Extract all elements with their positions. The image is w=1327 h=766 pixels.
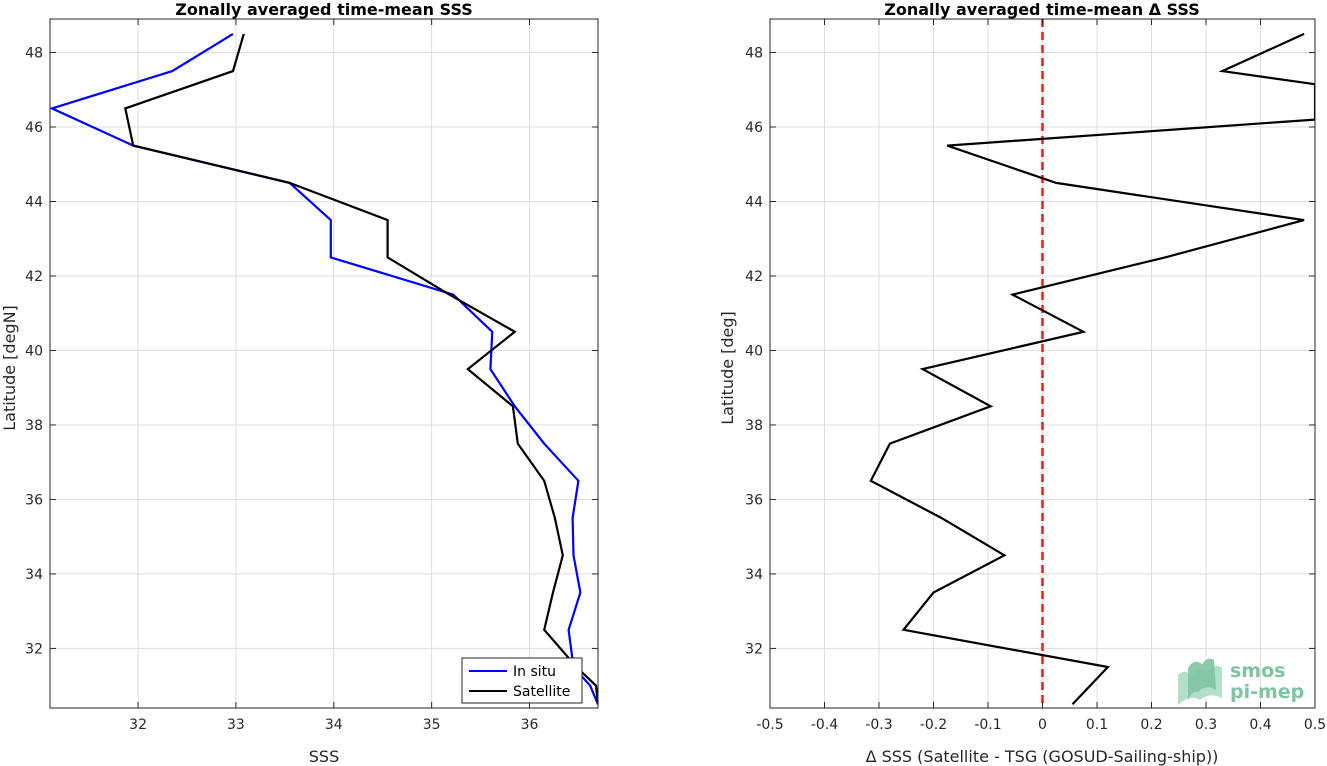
x-tick-label: 0 — [1038, 717, 1047, 733]
x-tick-label: 0.5 — [1304, 717, 1326, 733]
y-tick-label: 36 — [745, 492, 763, 508]
left-series-lines — [50, 32, 598, 705]
y-tick-label: 34 — [25, 567, 43, 583]
right-x-axis-label: Δ SSS (Satellite - TSG (GOSUD-Sailing-sh… — [866, 747, 1219, 766]
right-title: Zonally averaged time-mean Δ SSS — [884, 0, 1200, 19]
smos-pimep-logo: smos pi-mep — [1178, 658, 1304, 705]
y-tick-label: 40 — [745, 343, 763, 359]
right-grid — [769, 19, 1316, 708]
legend-label-in-situ: In situ — [513, 664, 556, 680]
x-tick-label: 0.2 — [1140, 717, 1162, 733]
sss-panel: 32 33 34 35 36 32 34 36 38 40 42 44 46 48 Zonally ave… — [0, 0, 599, 766]
y-tick-label: 34 — [745, 567, 763, 583]
x-tick-label: -0.5 — [756, 717, 783, 733]
logo-text-smos: smos — [1230, 660, 1285, 682]
right-ticks: -0.5 -0.4 -0.3 -0.2 -0.1 0 0.1 0.2 0.3 0.4 0.5 32 34… — [745, 19, 1326, 733]
series-line-satellite — [124, 33, 598, 705]
legend-label-satellite: Satellite — [513, 684, 570, 700]
x-tick-label: -0.2 — [920, 717, 947, 733]
delta-sss-panel: -0.5 -0.4 -0.3 -0.2 -0.1 0 0.1 0.2 0.3 0.4 0.5 32 34… — [718, 0, 1326, 766]
left-axes-box — [49, 18, 599, 709]
y-tick-label: 46 — [745, 120, 763, 136]
left-grid — [50, 19, 598, 708]
x-tick-label: 0.1 — [1086, 717, 1108, 733]
y-tick-label: 32 — [745, 641, 763, 657]
left-x-axis-label: SSS — [309, 747, 339, 766]
y-tick-label: 40 — [25, 343, 43, 359]
left-ticks: 32 33 34 35 36 32 34 36 38 40 42 44 46 48 — [25, 19, 598, 733]
series-line-in-situ — [50, 32, 598, 705]
y-tick-label: 48 — [745, 46, 763, 62]
y-tick-label: 44 — [745, 194, 763, 210]
logo-text-pimep: pi-mep — [1230, 681, 1304, 703]
series-line-delta-sss — [869, 32, 1315, 706]
right-y-axis-label: Latitude [deg] — [718, 311, 737, 425]
legend-box — [461, 657, 583, 704]
y-tick-label: 42 — [745, 269, 763, 285]
x-tick-label: 34 — [325, 717, 343, 733]
x-tick-label: -0.4 — [811, 717, 838, 733]
x-tick-label: 0.4 — [1249, 717, 1271, 733]
y-tick-label: 36 — [25, 492, 43, 508]
x-tick-label: -0.1 — [974, 717, 1001, 733]
y-tick-label: 32 — [25, 641, 43, 657]
x-tick-label: 0.3 — [1195, 717, 1217, 733]
legend: In situ Satellite — [461, 657, 583, 704]
logo-mark-front — [1188, 658, 1216, 700]
x-tick-label: 33 — [227, 717, 245, 733]
x-tick-label: -0.3 — [865, 717, 892, 733]
left-y-axis-label: Latitude [degN] — [0, 305, 19, 431]
x-tick-label: 32 — [129, 717, 147, 733]
y-tick-label: 38 — [745, 418, 763, 434]
y-tick-label: 42 — [25, 269, 43, 285]
y-tick-label: 48 — [25, 46, 43, 62]
left-title: Zonally averaged time-mean SSS — [175, 0, 473, 19]
x-tick-label: 35 — [423, 717, 441, 733]
y-tick-label: 38 — [25, 418, 43, 434]
x-tick-label: 36 — [521, 717, 539, 733]
y-tick-label: 44 — [25, 194, 43, 210]
right-series-lines — [869, 32, 1315, 706]
y-tick-label: 46 — [25, 120, 43, 136]
